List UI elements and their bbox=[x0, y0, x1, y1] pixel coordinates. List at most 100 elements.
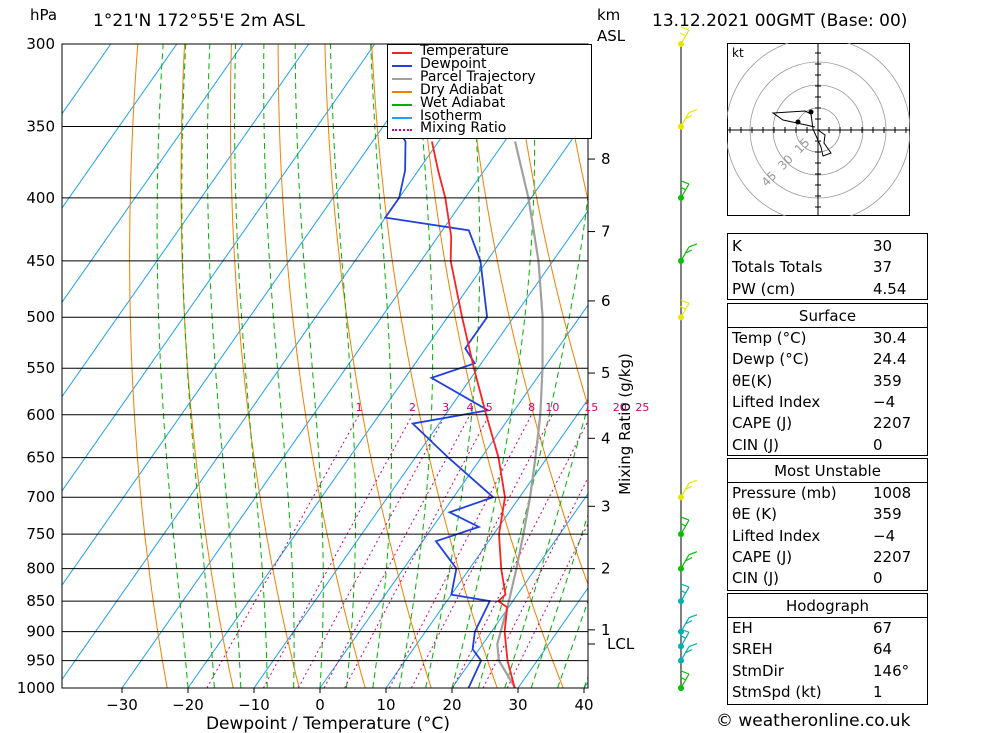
legend-label: Parcel Trajectory bbox=[420, 68, 536, 85]
mixing-ratio-line bbox=[297, 414, 447, 688]
km-tick-label: 6 bbox=[601, 292, 611, 310]
legend-item: Dewpoint bbox=[390, 56, 588, 72]
datetime-title: 13.12.2021 00GMT (Base: 00) bbox=[652, 11, 908, 31]
temperature-tick-label: −30 bbox=[106, 696, 138, 714]
km-tick-label: 7 bbox=[601, 223, 611, 241]
hodograph-marker bbox=[808, 109, 814, 115]
index-value: −4 bbox=[873, 392, 896, 411]
most-unstable-table: Most Unstable Pressure (mb) 1008 θE (K) 359… bbox=[727, 458, 928, 591]
index-value: 0 bbox=[873, 435, 883, 454]
most-unstable-title: Most Unstable bbox=[774, 462, 881, 480]
index-value: 2207 bbox=[873, 547, 912, 566]
mixing-ratio-line bbox=[323, 414, 471, 688]
wind-barb bbox=[679, 516, 690, 535]
legend-item: Mixing Ratio bbox=[390, 121, 588, 136]
wet-adiabat-line bbox=[263, 44, 295, 688]
mixing-ratio-label: 1 bbox=[356, 401, 363, 414]
isotherm-line bbox=[253, 209, 588, 688]
pressure-tick-label: 400 bbox=[26, 189, 55, 207]
index-row: PW (cm) 4.54 bbox=[728, 279, 927, 300]
km-tick-label: 4 bbox=[601, 429, 611, 447]
index-row: Pressure (mb) 1008 bbox=[728, 483, 927, 504]
wind-barb-shaft bbox=[679, 516, 690, 535]
legend-item: Temperature bbox=[390, 43, 588, 59]
wind-barb-shaft bbox=[680, 479, 698, 498]
wet-adiabat-line bbox=[477, 192, 588, 688]
wind-barb-shaft bbox=[679, 26, 690, 45]
mixing-ratio-line bbox=[262, 414, 414, 688]
location-title: 1°21'N 172°55'E 2m ASL bbox=[93, 11, 305, 31]
isotherm-line bbox=[62, 44, 112, 115]
isotherm-line bbox=[451, 492, 588, 688]
km-tick-label: 5 bbox=[601, 364, 611, 382]
index-label: EH bbox=[732, 619, 753, 637]
wet-adiabat-line bbox=[329, 44, 356, 688]
wind-barb-shaft bbox=[680, 614, 698, 632]
index-row: StmDir 146° bbox=[728, 661, 927, 682]
index-label: θE (K) bbox=[732, 505, 777, 524]
isotherm-line bbox=[62, 44, 508, 681]
km-unit-label: km bbox=[597, 6, 621, 24]
mixing-ratio-label: 5 bbox=[486, 401, 493, 414]
index-row: CIN (J) 0 bbox=[728, 435, 927, 456]
mixing-ratio-axis-title: Mixing Ratio (g/kg) bbox=[616, 353, 634, 495]
wind-barb bbox=[680, 551, 698, 569]
legend-swatch bbox=[392, 52, 412, 54]
surface-table: Surface Temp (°C) 30.4 Dewp (°C) 24.4 θE(K) 3… bbox=[727, 303, 928, 456]
plot-frame bbox=[61, 43, 589, 689]
mixing-ratio-line bbox=[344, 414, 490, 688]
index-row: StmSpd (kt) 1 bbox=[728, 682, 927, 703]
general-indices-table: K 30 Totals Totals 37 PW (cm) 4.54 bbox=[727, 233, 928, 300]
isotherm-line bbox=[62, 44, 310, 398]
km-tick-label: 1 bbox=[601, 621, 611, 639]
km-tick-label: 2 bbox=[601, 560, 611, 578]
index-value: 37 bbox=[873, 258, 893, 277]
copyright-link[interactable]: © weatheronline.co.uk bbox=[716, 711, 911, 731]
mixing-ratio-label: 25 bbox=[635, 401, 649, 414]
hodograph-table: Hodograph EH 67 SREH 64 StmDir 146° StmSpd (kt… bbox=[727, 593, 928, 705]
mixing-ratio-label: 3 bbox=[442, 401, 449, 414]
index-label: Temp (°C) bbox=[732, 329, 807, 347]
index-value: 2207 bbox=[873, 414, 912, 433]
hodograph-trace bbox=[771, 110, 832, 157]
legend-label: Wet Adiabat bbox=[420, 94, 506, 111]
pressure-tick-label: 600 bbox=[26, 406, 55, 424]
index-value: 24.4 bbox=[873, 350, 907, 369]
wind-barb-shaft bbox=[679, 180, 690, 199]
index-label: CIN (J) bbox=[732, 569, 780, 588]
dry-adiabat-line bbox=[511, 44, 588, 408]
index-value: 0 bbox=[873, 569, 883, 588]
index-row: CIN (J) 0 bbox=[728, 568, 927, 589]
wet-adiabat-line bbox=[294, 44, 324, 688]
index-row: K 30 bbox=[728, 236, 927, 257]
wet-adiabat-line bbox=[557, 599, 588, 688]
wind-barb-shaft bbox=[679, 299, 690, 318]
wind-barb-shaft bbox=[679, 583, 690, 602]
index-label: CAPE (J) bbox=[732, 547, 793, 566]
pressure-tick-label: 700 bbox=[26, 488, 55, 506]
isotherm-line bbox=[62, 44, 442, 587]
pressure-tick-label: 650 bbox=[26, 449, 55, 467]
index-label: StmDir bbox=[732, 661, 784, 680]
dry-adiabat-line bbox=[129, 44, 168, 688]
isotherm-line bbox=[62, 44, 178, 209]
legend-item: Wet Adiabat bbox=[390, 94, 588, 111]
pressure-tick-label: 800 bbox=[26, 560, 55, 578]
pressure-tick-label: 550 bbox=[26, 359, 55, 377]
dry-adiabat-line bbox=[180, 44, 234, 688]
legend-box: Temperature Dewpoint Parcel Trajectory Dry … bbox=[387, 44, 592, 139]
legend-label: Temperature bbox=[420, 43, 509, 59]
index-row: θE(K) 359 bbox=[728, 371, 927, 392]
index-row: CAPE (J) 2207 bbox=[728, 547, 927, 568]
temperature-tick-label: 40 bbox=[574, 696, 593, 714]
wind-barb-shaft bbox=[680, 243, 698, 262]
pressure-tick-label: 750 bbox=[26, 525, 55, 543]
wind-barb-shaft bbox=[680, 551, 698, 569]
legend-item: Dry Adiabat bbox=[390, 82, 588, 98]
parcel-trajectory-curve bbox=[496, 141, 544, 688]
wind-barb bbox=[680, 243, 698, 262]
mixing-ratio-line bbox=[388, 414, 533, 688]
legend-item: Isotherm bbox=[390, 108, 588, 124]
